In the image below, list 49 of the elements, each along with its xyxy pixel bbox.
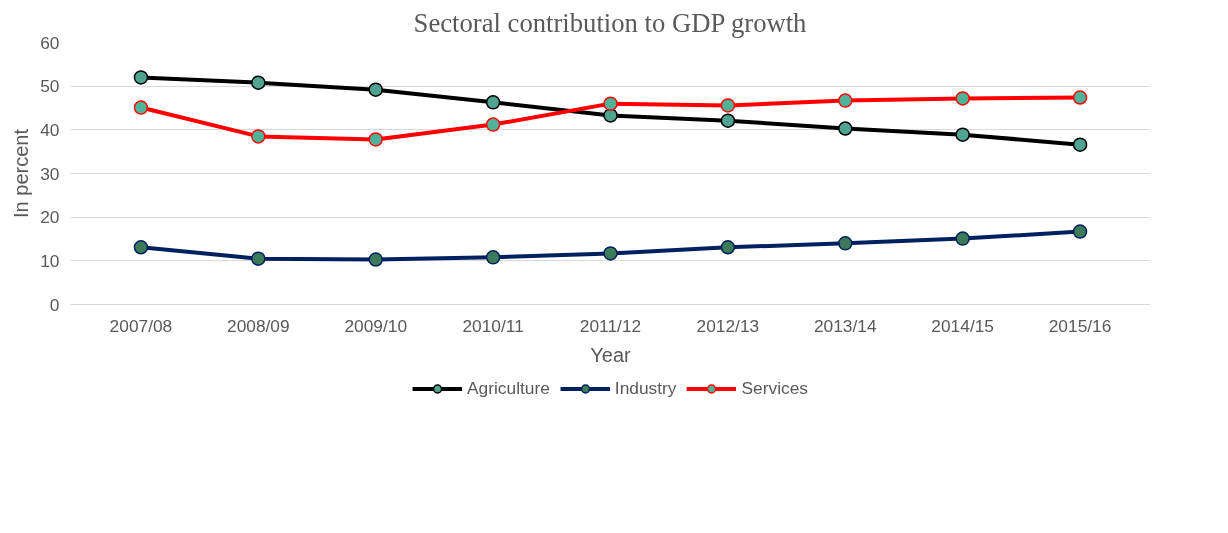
x-tick-label: 2011/12: [579, 315, 642, 336]
point: [485, 95, 501, 110]
y-tick-label: 50: [40, 76, 60, 97]
point: [603, 108, 618, 123]
point: [720, 240, 736, 255]
point: [368, 132, 383, 147]
legend-label: Industry: [614, 377, 677, 399]
point: [603, 96, 618, 111]
point: [251, 251, 266, 266]
point: [1072, 224, 1088, 239]
point: [133, 100, 149, 115]
x-tick-label: 2008/09: [227, 315, 290, 336]
point: [603, 246, 618, 261]
point: [485, 117, 501, 132]
chart-title: Sectoral contribution to GDP growth: [413, 7, 807, 38]
x-tick-label: 2009/10: [344, 315, 408, 336]
point: [838, 93, 853, 108]
point: [1072, 137, 1088, 152]
x-tick-label: 2010/11: [462, 315, 524, 336]
y-tick-label: 40: [40, 119, 60, 140]
x-tick-label: 2015/16: [1048, 315, 1112, 336]
x-tick-label: 2013/14: [813, 315, 877, 336]
point: [251, 75, 266, 90]
point: [1072, 90, 1088, 105]
legend-label: Services: [741, 377, 808, 399]
point: [955, 231, 970, 246]
point: [720, 98, 736, 113]
x-tick-label: 2007/08: [109, 315, 173, 336]
y-tick-label: 10: [40, 250, 60, 271]
x-tick-label: 2012/13: [696, 315, 760, 336]
x-axis-title: Year: [590, 343, 632, 366]
point: [368, 82, 383, 97]
point: [955, 91, 970, 106]
legend-label: Agriculture: [467, 377, 550, 399]
point: [838, 121, 853, 136]
point: [133, 240, 149, 255]
point: [720, 113, 736, 128]
point: [133, 70, 149, 85]
y-tick-label: 30: [40, 163, 60, 184]
y-tick-label: 60: [40, 32, 60, 53]
point: [368, 252, 383, 267]
y-tick-label: 0: [49, 294, 60, 315]
y-axis-title: In percent: [10, 128, 33, 218]
point: [251, 129, 266, 144]
point: [485, 250, 501, 265]
x-tick-label: 2014/15: [931, 315, 994, 336]
point: [955, 127, 970, 142]
point: [838, 236, 853, 251]
y-tick-label: 20: [40, 207, 60, 228]
